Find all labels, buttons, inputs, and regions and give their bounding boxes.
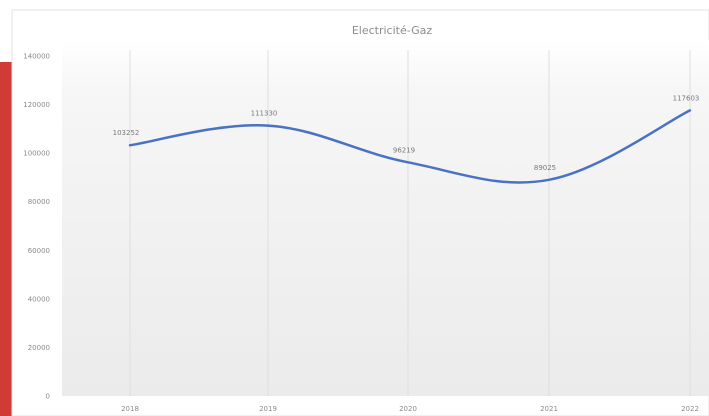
chart-title: Electricité-Gaz [352, 24, 433, 37]
y-tick-label: 0 [46, 393, 50, 401]
data-label-2020: 96219 [393, 146, 415, 154]
y-tick-label: 120000 [23, 101, 50, 109]
y-tick-label: 140000 [23, 53, 50, 61]
data-label-2019: 111330 [251, 110, 278, 118]
x-tick-label: 2019 [259, 405, 277, 413]
x-tick-label: 2022 [681, 405, 699, 413]
accent-strip [0, 62, 12, 416]
y-tick-label: 40000 [28, 295, 50, 303]
x-tick-label: 2021 [540, 405, 558, 413]
x-tick-label: 2020 [399, 405, 417, 413]
y-tick-label: 80000 [28, 198, 50, 206]
y-tick-label: 60000 [28, 247, 50, 255]
x-tick-label: 2018 [121, 405, 139, 413]
y-tick-label: 20000 [28, 344, 50, 352]
data-label-2018: 103252 [113, 129, 140, 137]
data-label-2021: 89025 [534, 164, 556, 172]
plot-area [62, 40, 709, 396]
data-label-2022: 117603 [673, 94, 700, 102]
y-tick-label: 100000 [23, 150, 50, 158]
